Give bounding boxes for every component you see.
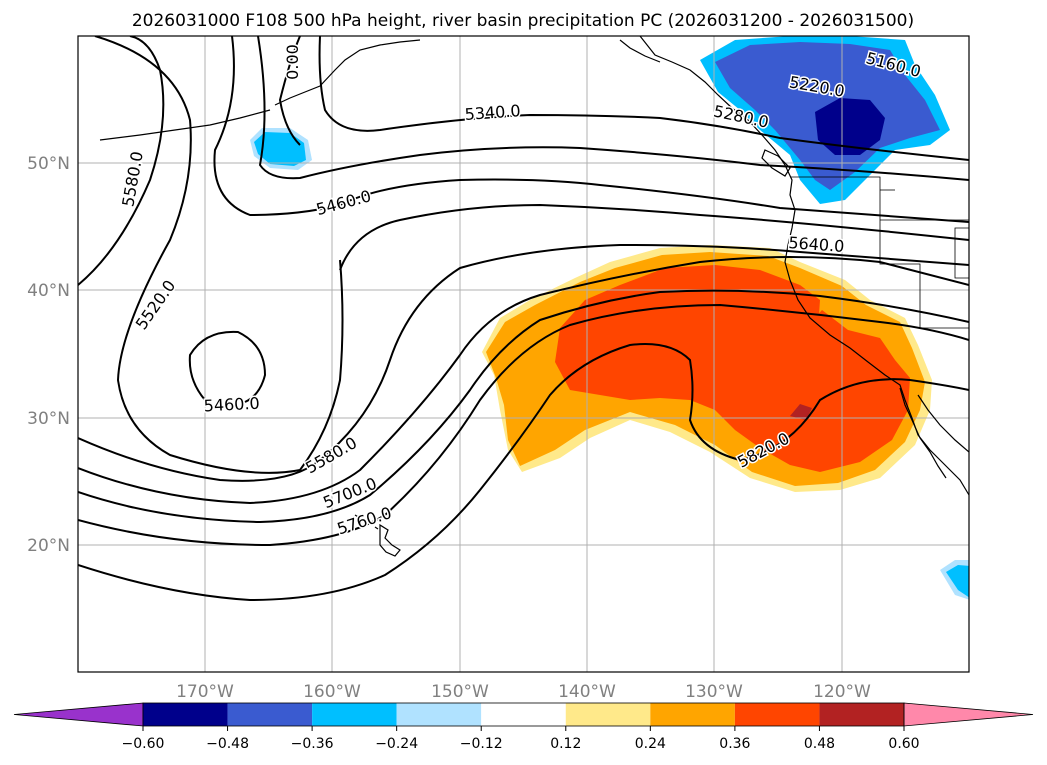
north-america-coast bbox=[639, 36, 969, 496]
contour-5640 bbox=[78, 256, 969, 505]
precip-strong-negative bbox=[815, 98, 885, 155]
colorbar-tick-label: 0.48 bbox=[804, 736, 835, 752]
colorbar-segment bbox=[481, 703, 566, 726]
height-contours bbox=[78, 36, 969, 602]
colorbar-tick-label: −0.12 bbox=[460, 736, 503, 752]
contour-5580-west bbox=[78, 36, 165, 286]
colorbar-segment bbox=[565, 703, 651, 726]
colorbar-tick-label: 0.36 bbox=[719, 736, 750, 752]
colorbar: −0.60 −0.48 −0.36 −0.24 −0.12 0.12 0.24 0.36 0.4… bbox=[13, 702, 1034, 752]
lon-label-150w: 150°W bbox=[431, 682, 489, 702]
colorbar-extend-high bbox=[903, 702, 1034, 727]
contour-label: 5460.0 bbox=[203, 394, 260, 416]
precip-very-strong-positive bbox=[790, 404, 812, 420]
alaska-islands bbox=[619, 39, 661, 63]
precip-weak-negative bbox=[254, 132, 306, 166]
colorbar-extend-low bbox=[13, 702, 144, 727]
colorbar-tick-label: 0.24 bbox=[635, 736, 666, 752]
vancouver-island bbox=[761, 149, 791, 177]
lat-label-30n: 30°N bbox=[27, 409, 70, 429]
contour-label: 0.00 bbox=[283, 44, 302, 80]
lon-label-140w: 140°W bbox=[558, 682, 616, 702]
figure-title: 2026031000 F108 500 hPa height, river ba… bbox=[132, 11, 914, 31]
aleutians bbox=[99, 109, 271, 141]
colorbar-tick-label: 0.60 bbox=[888, 736, 919, 752]
alaska-coast bbox=[274, 39, 421, 106]
contour-5760 bbox=[78, 303, 969, 547]
colorbar-segment bbox=[734, 703, 820, 726]
longitude-labels: 170°W 160°W 150°W 140°W 130°W 120°W bbox=[176, 682, 871, 702]
lat-label-50n: 50°N bbox=[27, 154, 70, 174]
colorbar-segment bbox=[819, 703, 904, 726]
precip-shading bbox=[250, 36, 969, 600]
hawaii bbox=[379, 523, 401, 557]
colorbar-tick-label: −0.60 bbox=[122, 736, 165, 752]
colorbar-segment bbox=[650, 703, 735, 726]
contour-5460-low bbox=[188, 330, 267, 403]
colorbar-tick-label: −0.48 bbox=[206, 736, 249, 752]
colorbar-tick-label: −0.24 bbox=[375, 736, 418, 752]
colorbar-frame bbox=[142, 702, 905, 727]
baja-california bbox=[899, 387, 947, 479]
contour-5520-west bbox=[94, 36, 344, 474]
lon-label-160w: 160°W bbox=[303, 682, 361, 702]
lon-label-120w: 120°W bbox=[813, 682, 871, 702]
lat-label-40n: 40°N bbox=[27, 281, 70, 301]
colorbar-tick-label: 0.12 bbox=[550, 736, 581, 752]
lat-label-20n: 20°N bbox=[27, 536, 70, 556]
coastlines bbox=[99, 36, 969, 557]
precip-weak-negative bbox=[946, 565, 969, 598]
gulf-of-california bbox=[917, 394, 969, 453]
colorbar-segment bbox=[227, 703, 313, 726]
contour-label: 5640.0 bbox=[788, 233, 845, 256]
lon-label-130w: 130°W bbox=[685, 682, 743, 702]
map-area: 5580.0 5520.0 5460.0 5580.0 5700.0 5760.… bbox=[78, 36, 969, 672]
contour-label: 5340.0 bbox=[464, 101, 521, 124]
gridlines bbox=[78, 36, 969, 672]
colorbar-segment bbox=[143, 703, 228, 726]
contour-5520-mid bbox=[339, 203, 969, 271]
colorbar-tick-label: −0.36 bbox=[291, 736, 334, 752]
contour-5460-mid bbox=[213, 36, 969, 223]
colorbar-segment bbox=[312, 703, 397, 726]
map-frame bbox=[77, 35, 970, 673]
colorbar-segment bbox=[396, 703, 482, 726]
lon-label-170w: 170°W bbox=[176, 682, 234, 702]
contour-5340 bbox=[318, 36, 969, 161]
contour-5820 bbox=[78, 343, 969, 602]
precip-strong-positive bbox=[555, 265, 910, 472]
contour-5400 bbox=[257, 36, 969, 181]
latitude-labels: 50°N 40°N 30°N 20°N bbox=[27, 154, 70, 556]
contour-5700 bbox=[78, 289, 969, 524]
contour-5580-mid bbox=[78, 243, 969, 482]
contour-zero bbox=[278, 36, 301, 146]
